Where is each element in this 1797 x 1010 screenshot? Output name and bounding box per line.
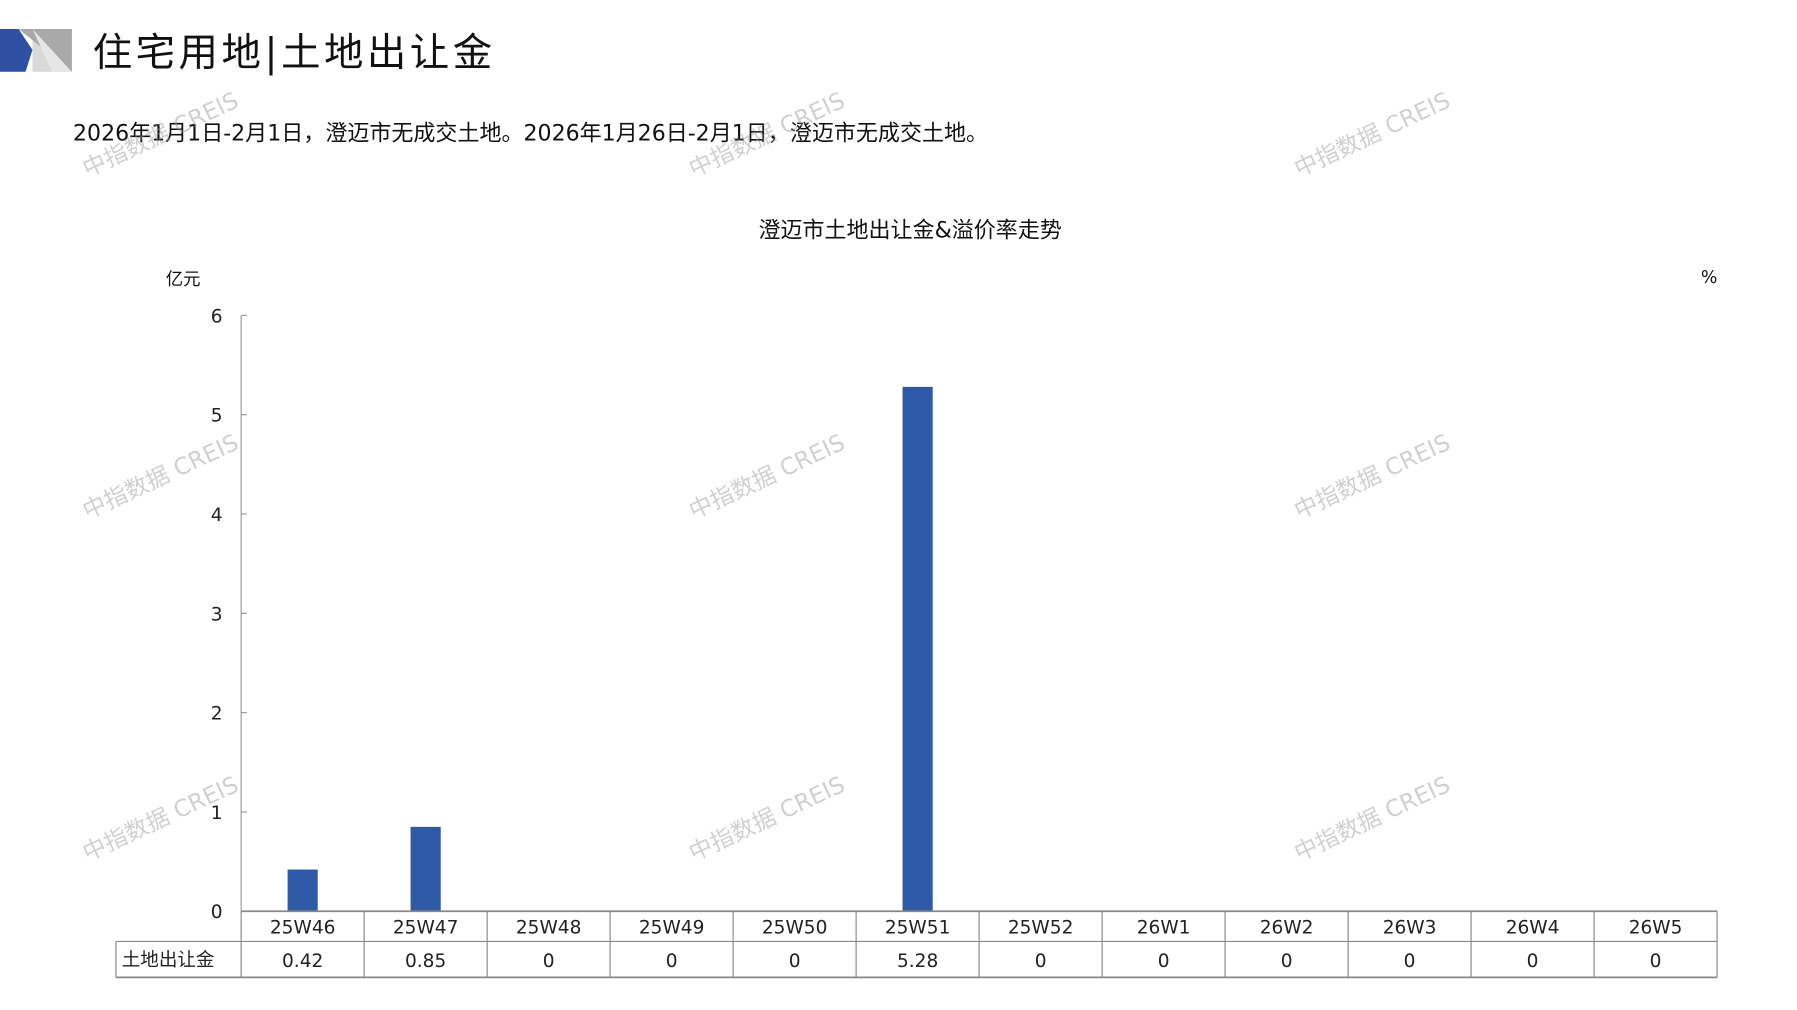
data-table-cell: 0 xyxy=(666,951,678,972)
x-tick-label: 25W51 xyxy=(885,917,951,938)
data-table-cell: 0 xyxy=(1158,951,1170,972)
y2-axis-unit: % xyxy=(1700,266,1718,288)
data-table-cell: 0.85 xyxy=(405,951,446,972)
bar xyxy=(410,826,441,912)
data-table-cell: 0 xyxy=(1650,951,1662,972)
y-tick-label: 3 xyxy=(211,604,223,625)
data-table-cell: 5.28 xyxy=(897,951,938,972)
x-tick-label: 26W4 xyxy=(1506,917,1560,938)
x-tick-label: 25W46 xyxy=(270,917,336,938)
x-tick-label: 26W1 xyxy=(1137,917,1191,938)
data-table-cell: 0.42 xyxy=(282,951,323,972)
y-tick-label: 6 xyxy=(211,306,223,327)
y-tick-label: 1 xyxy=(211,803,223,824)
y-tick-label: 0 xyxy=(211,902,223,923)
logo-icon xyxy=(0,28,72,72)
data-table-cell: 0 xyxy=(1527,951,1539,972)
x-tick-label: 25W49 xyxy=(639,917,705,938)
x-tick-label: 26W5 xyxy=(1629,917,1683,938)
x-tick-label: 25W50 xyxy=(762,917,828,938)
data-table-series-label: 土地出让金 xyxy=(122,950,215,971)
data-table-cell: 0 xyxy=(543,951,555,972)
page-title: 住宅用地|土地出让金 xyxy=(92,30,496,77)
data-table-cell: 0 xyxy=(1281,951,1293,972)
y-tick-label: 5 xyxy=(211,406,223,427)
data-table-cell: 0 xyxy=(1404,951,1416,972)
data-table-cell: 0 xyxy=(789,951,801,972)
x-tick-label: 25W52 xyxy=(1008,917,1074,938)
x-tick-label: 26W2 xyxy=(1260,917,1314,938)
y-axis-unit: 亿元 xyxy=(165,268,201,290)
x-tick-label: 25W48 xyxy=(516,917,582,938)
summary-text: 2026年1月1日-2月1日，澄迈市无成交土地。2026年1月26日-2月1日，… xyxy=(73,120,989,147)
y-tick-label: 4 xyxy=(211,505,223,526)
bar xyxy=(287,869,318,912)
bar xyxy=(902,386,933,912)
y-tick-label: 2 xyxy=(211,704,223,725)
chart-title: 澄迈市土地出让金&溢价率走势 xyxy=(758,217,1062,244)
data-table-cell: 0 xyxy=(1035,951,1047,972)
x-tick-label: 25W47 xyxy=(393,917,459,938)
x-tick-label: 26W3 xyxy=(1383,917,1437,938)
